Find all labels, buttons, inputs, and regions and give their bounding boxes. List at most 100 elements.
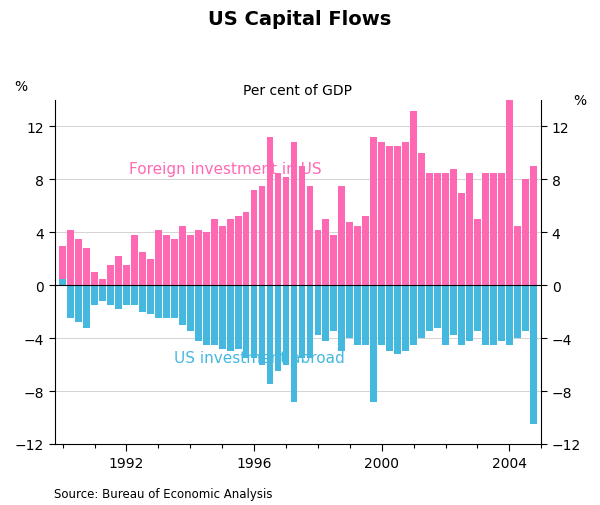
- Bar: [346, 222, 353, 286]
- Bar: [370, 286, 377, 402]
- Bar: [251, 190, 257, 286]
- Bar: [163, 286, 170, 319]
- Bar: [379, 286, 385, 345]
- Bar: [379, 143, 385, 286]
- Bar: [219, 226, 226, 286]
- Bar: [147, 286, 154, 315]
- Bar: [402, 286, 409, 351]
- Text: US Capital Flows: US Capital Flows: [208, 10, 392, 29]
- Bar: [307, 187, 313, 286]
- Bar: [338, 286, 345, 351]
- Bar: [410, 286, 417, 345]
- Bar: [442, 173, 449, 286]
- Bar: [99, 279, 106, 286]
- Bar: [362, 217, 369, 286]
- Bar: [434, 173, 441, 286]
- Bar: [458, 193, 465, 286]
- Bar: [139, 252, 146, 286]
- Bar: [211, 220, 218, 286]
- Bar: [211, 286, 218, 345]
- Title: Per cent of GDP: Per cent of GDP: [244, 84, 352, 98]
- Bar: [355, 226, 361, 286]
- Bar: [91, 272, 98, 286]
- Bar: [251, 286, 257, 358]
- Bar: [179, 286, 185, 325]
- Bar: [75, 239, 82, 286]
- Bar: [410, 111, 417, 286]
- Bar: [346, 286, 353, 338]
- Bar: [450, 286, 457, 336]
- Bar: [474, 286, 481, 332]
- Bar: [386, 286, 393, 351]
- Bar: [482, 173, 489, 286]
- Bar: [59, 246, 66, 286]
- Bar: [243, 286, 250, 358]
- Bar: [490, 173, 497, 286]
- Bar: [203, 286, 209, 345]
- Bar: [314, 286, 321, 336]
- Bar: [394, 147, 401, 286]
- Bar: [266, 286, 274, 385]
- Text: US investment abroad: US investment abroad: [173, 351, 344, 366]
- Bar: [394, 286, 401, 355]
- Bar: [299, 286, 305, 358]
- Bar: [131, 286, 138, 306]
- Bar: [426, 286, 433, 332]
- Bar: [474, 220, 481, 286]
- Bar: [91, 286, 98, 306]
- Bar: [75, 286, 82, 323]
- Bar: [482, 286, 489, 345]
- Bar: [506, 286, 513, 345]
- Y-axis label: %: %: [574, 94, 587, 108]
- Bar: [131, 235, 138, 286]
- Bar: [195, 286, 202, 341]
- Bar: [530, 167, 536, 286]
- Bar: [418, 154, 425, 286]
- Bar: [331, 286, 337, 332]
- Bar: [418, 286, 425, 338]
- Bar: [179, 226, 185, 286]
- Bar: [139, 286, 146, 312]
- Bar: [370, 138, 377, 286]
- Bar: [506, 85, 513, 286]
- Bar: [275, 173, 281, 286]
- Text: Source: Bureau of Economic Analysis: Source: Bureau of Economic Analysis: [54, 487, 272, 500]
- Bar: [266, 138, 274, 286]
- Bar: [123, 286, 130, 306]
- Bar: [115, 286, 122, 310]
- Bar: [434, 286, 441, 328]
- Bar: [67, 286, 74, 319]
- Bar: [243, 213, 250, 286]
- Bar: [107, 286, 114, 306]
- Bar: [155, 230, 162, 286]
- Bar: [187, 235, 194, 286]
- Bar: [235, 217, 242, 286]
- Bar: [402, 143, 409, 286]
- Bar: [522, 180, 529, 286]
- Bar: [299, 167, 305, 286]
- Bar: [355, 286, 361, 345]
- Bar: [107, 266, 114, 286]
- Bar: [514, 226, 521, 286]
- Bar: [227, 220, 233, 286]
- Bar: [458, 286, 465, 345]
- Bar: [259, 187, 265, 286]
- Bar: [275, 286, 281, 372]
- Bar: [450, 170, 457, 286]
- Bar: [227, 286, 233, 351]
- Bar: [514, 286, 521, 338]
- Bar: [67, 230, 74, 286]
- Bar: [283, 286, 289, 365]
- Text: Foreign investment in US: Foreign investment in US: [128, 162, 321, 177]
- Bar: [203, 233, 209, 286]
- Bar: [171, 286, 178, 319]
- Bar: [195, 230, 202, 286]
- Bar: [338, 187, 345, 286]
- Bar: [83, 248, 90, 286]
- Bar: [147, 259, 154, 286]
- Bar: [386, 147, 393, 286]
- Bar: [187, 286, 194, 332]
- Bar: [498, 286, 505, 341]
- Bar: [307, 286, 313, 358]
- Bar: [498, 173, 505, 286]
